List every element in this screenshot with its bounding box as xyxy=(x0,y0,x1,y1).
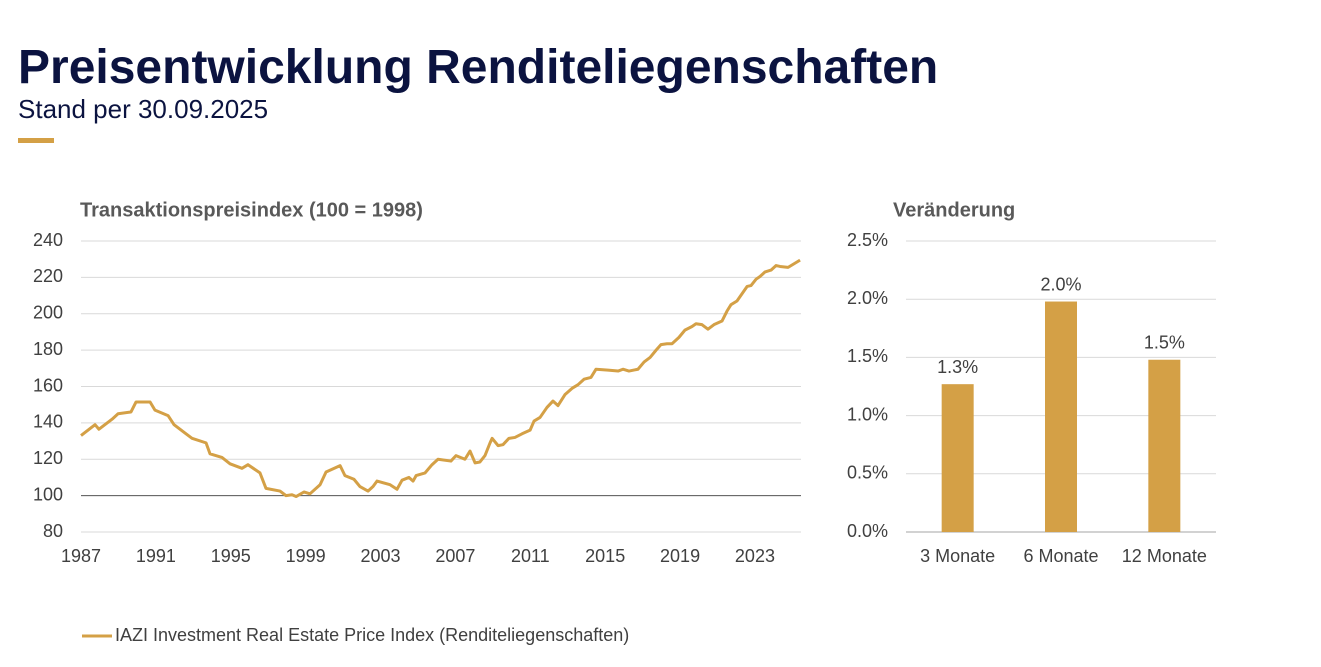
value-label: 2.0% xyxy=(1040,274,1081,294)
x-tick-label: 1987 xyxy=(61,546,101,566)
x-tick-label: 2007 xyxy=(435,546,475,566)
y-tick-label: 0.0% xyxy=(847,521,888,541)
series-line xyxy=(80,258,801,499)
x-tick-label: 2011 xyxy=(511,546,550,566)
x-tick-label: 2023 xyxy=(735,546,775,566)
y-tick-label: 0.5% xyxy=(847,463,888,483)
x-tick-label: 1999 xyxy=(286,546,326,566)
x-tick-label: 1995 xyxy=(211,546,251,566)
accent-bar xyxy=(18,138,54,143)
bar xyxy=(1148,359,1181,532)
y-tick-label: 120 xyxy=(33,448,63,468)
x-tick-label: 2015 xyxy=(585,546,625,566)
y-tick-label: 2.0% xyxy=(847,288,888,308)
page-subtitle: Stand per 30.09.2025 xyxy=(18,94,268,124)
x-tick-label: 1991 xyxy=(136,546,176,566)
x-tick-label: 12 Monate xyxy=(1122,546,1207,566)
legend-label: IAZI Investment Real Estate Price Index … xyxy=(115,625,629,645)
x-tick-label: 2003 xyxy=(361,546,401,566)
chart-title: Veränderung xyxy=(893,199,1015,221)
page-title: Preisentwicklung Renditeliegenschaften xyxy=(18,41,938,94)
x-tick-label: 3 Monate xyxy=(920,546,995,566)
y-tick-label: 200 xyxy=(33,303,63,323)
chart-title: Transaktionspreisindex (100 = 1998) xyxy=(80,199,423,221)
x-tick-label: 6 Monate xyxy=(1023,546,1098,566)
y-tick-label: 80 xyxy=(43,521,63,541)
value-label: 1.5% xyxy=(1144,332,1185,352)
y-tick-label: 2.5% xyxy=(847,230,888,250)
y-tick-label: 100 xyxy=(33,484,63,504)
value-label: 1.3% xyxy=(937,357,978,377)
y-tick-label: 240 xyxy=(33,230,63,250)
y-tick-label: 180 xyxy=(33,339,63,359)
y-tick-label: 1.0% xyxy=(847,404,888,424)
y-tick-label: 220 xyxy=(33,266,63,286)
bar xyxy=(941,384,974,532)
y-tick-label: 1.5% xyxy=(847,346,888,366)
y-tick-label: 140 xyxy=(33,412,63,432)
x-tick-label: 2019 xyxy=(660,546,700,566)
y-tick-label: 160 xyxy=(33,375,63,395)
bar xyxy=(1045,301,1077,532)
